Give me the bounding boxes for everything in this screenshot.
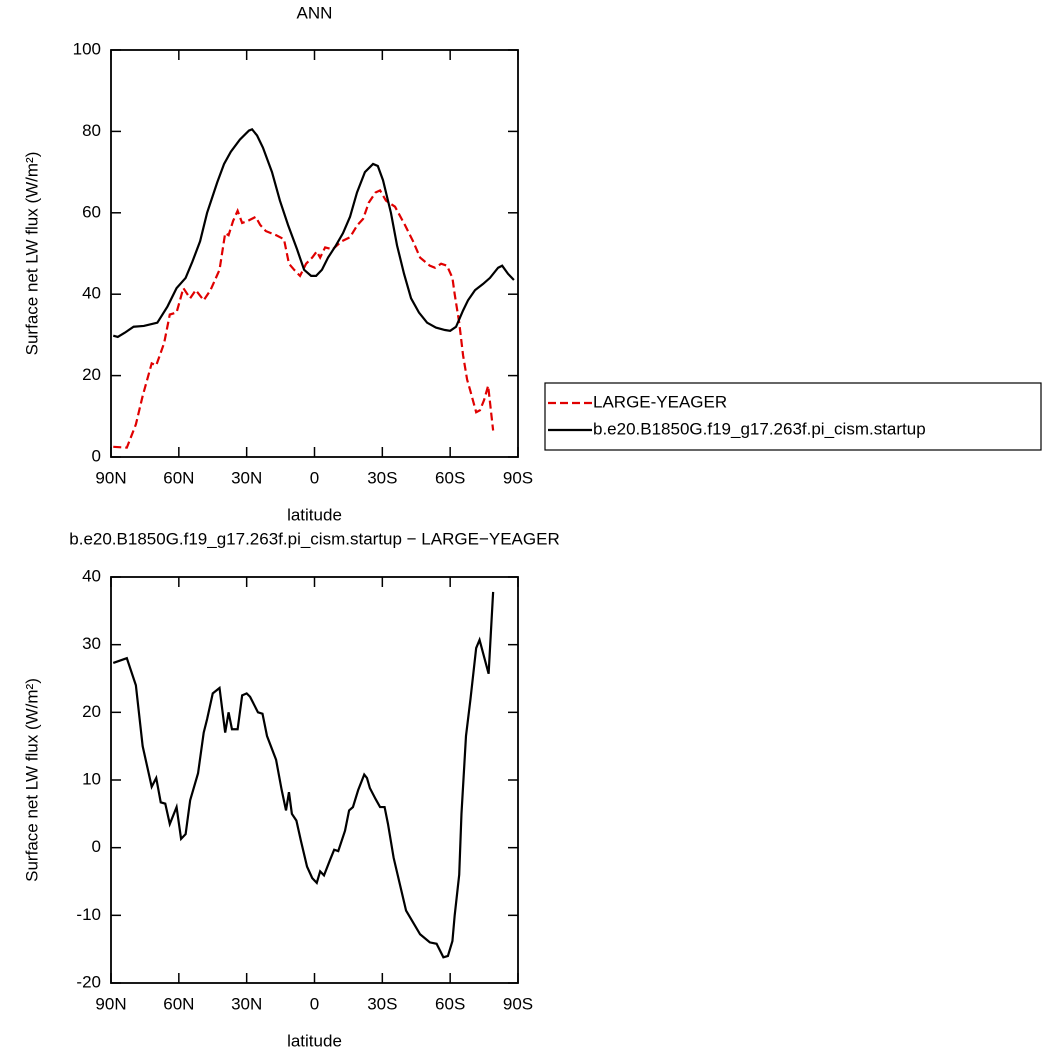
y-tick-label: 20 (82, 702, 101, 721)
x-tick-label: 60S (435, 994, 465, 1013)
y-tick-label: 40 (82, 566, 101, 585)
y-tick-label: 40 (82, 284, 101, 303)
plot-frame (110, 49, 519, 458)
data-line (112, 591, 495, 959)
y-axis-label: Surface net LW flux (W/m²) (22, 152, 41, 356)
y-tick-label: 10 (82, 769, 101, 788)
data-line (112, 128, 515, 339)
y-tick-label: -20 (76, 972, 101, 991)
x-tick-label: 30S (367, 468, 397, 487)
x-tick-label: 60N (163, 468, 194, 487)
x-tick-label: 0 (310, 468, 319, 487)
y-axis-label: Surface net LW flux (W/m²) (22, 678, 41, 882)
plot-frame (110, 576, 519, 984)
y-tick-label: -10 (76, 905, 101, 924)
x-tick-label: 60N (163, 994, 194, 1013)
y-tick-label: 100 (73, 39, 101, 58)
legend-label: b.e20.B1850G.f19_g17.263f.pi_cism.startu… (593, 419, 926, 438)
x-tick-label: 30S (367, 994, 397, 1013)
y-tick-label: 20 (82, 365, 101, 384)
y-tick-label: 80 (82, 121, 101, 140)
x-tick-label: 30N (231, 994, 262, 1013)
x-tick-label: 90N (95, 468, 126, 487)
data-line (113, 188, 495, 449)
legend-label: LARGE-YEAGER (593, 392, 727, 411)
y-tick-label: 0 (92, 837, 101, 856)
x-axis-label: latitude (287, 505, 342, 524)
x-tick-label: 90N (95, 994, 126, 1013)
y-tick-label: 60 (82, 202, 101, 221)
x-tick-label: 90S (503, 994, 533, 1013)
legend-box (544, 382, 1042, 451)
chart-title: b.e20.B1850G.f19_g17.263f.pi_cism.startu… (69, 529, 559, 548)
y-tick-label: 30 (82, 634, 101, 653)
x-tick-label: 30N (231, 468, 262, 487)
x-tick-label: 0 (310, 994, 319, 1013)
chart-title: ANN (297, 3, 333, 22)
x-axis-label: latitude (287, 1031, 342, 1050)
y-tick-label: 0 (92, 446, 101, 465)
x-tick-label: 60S (435, 468, 465, 487)
x-tick-label: 90S (503, 468, 533, 487)
